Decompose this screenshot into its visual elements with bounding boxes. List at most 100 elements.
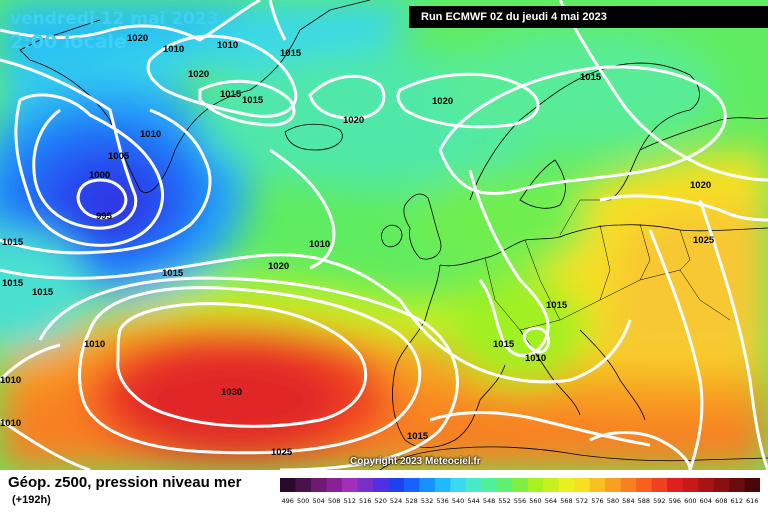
isobar-label: 1015 — [32, 287, 54, 298]
isobar-label: 1000 — [89, 170, 110, 181]
isobar-label: 1020 — [127, 33, 148, 44]
isobar-label: 1015 — [220, 89, 242, 100]
legend-tick-label: 528 — [405, 497, 417, 505]
legend-swatch — [605, 478, 621, 492]
legend-tick-label: 536 — [436, 497, 448, 505]
isobar-label: 1015 — [2, 278, 24, 289]
legend-tick-label: 588 — [638, 497, 650, 505]
isobar-label: 1010 — [0, 375, 21, 386]
isobar-label: 1015 — [280, 48, 302, 59]
legend-tick-label: 616 — [746, 497, 758, 505]
legend-swatch — [527, 478, 544, 492]
legend-tick-label: 600 — [684, 497, 696, 505]
isobar-label: 1015 — [580, 72, 602, 83]
coastlines — [19, 0, 768, 470]
legend-swatch — [744, 478, 760, 492]
legend-tick-label: 516 — [359, 497, 371, 505]
legend-tick-label: 580 — [607, 497, 619, 505]
legend-swatch — [310, 478, 327, 492]
isobar-label: 1010 — [525, 353, 546, 364]
legend-tick-label: 572 — [576, 497, 588, 505]
legend-tick-label: 540 — [452, 497, 464, 505]
legend-swatch — [496, 478, 513, 492]
legend-swatch — [372, 478, 389, 492]
legend-swatch — [651, 478, 668, 492]
legend-swatch — [481, 478, 498, 492]
isobar-labels: 1020 1010 1010 1015 1020 1015 1015 1010 … — [0, 33, 715, 458]
isobar-label: 1010 — [0, 418, 21, 429]
legend-tick-label: 560 — [529, 497, 541, 505]
legend-swatch — [620, 478, 637, 492]
legend-swatch — [403, 478, 420, 492]
isobar-label: 1015 — [407, 431, 429, 442]
legend-tick-label: 564 — [545, 497, 557, 505]
copyright-notice: Copyright 2023 Meteociel.fr — [350, 456, 481, 467]
isobar-label: 1015 — [2, 237, 24, 248]
pressure-map: 1020 1010 1010 1015 1020 1015 1015 1010 … — [0, 0, 768, 470]
legend-tick-label: 524 — [390, 497, 402, 505]
legend-swatch — [729, 478, 745, 492]
isobar-label: 1025 — [271, 447, 293, 458]
isobar-label: 1015 — [493, 339, 515, 350]
legend-swatch — [698, 478, 714, 492]
legend-tick-label: 504 — [312, 497, 324, 505]
isobar-label: 1015 — [546, 300, 568, 311]
isobar-label: 1010 — [163, 44, 184, 55]
legend-tick-label: 596 — [669, 497, 681, 505]
map-title: Géop. z500, pression niveau mer — [8, 474, 242, 491]
model-run-banner: Run ECMWF 0Z du jeudi 4 mai 2023 — [409, 6, 768, 28]
isobar-label: 1005 — [108, 151, 130, 162]
legend-tick-label: 544 — [467, 497, 479, 505]
legend-tick-label: 512 — [343, 497, 355, 505]
legend-tick-label: 592 — [653, 497, 665, 505]
isobar-label: 1010 — [309, 239, 330, 250]
isobar-label: 1015 — [242, 95, 264, 106]
forecast-local-time: 2:00 locale — [10, 31, 127, 53]
legend-swatch — [388, 478, 405, 492]
legend-tick-label: 552 — [498, 497, 510, 505]
legend-swatch — [713, 478, 730, 492]
isobar-label: 1025 — [693, 235, 715, 246]
legend-swatch — [636, 478, 652, 492]
legend-tick-label: 556 — [514, 497, 526, 505]
legend-swatch — [574, 478, 590, 492]
legend-swatch — [465, 478, 482, 492]
map-footer: Géop. z500, pression niveau mer (+192h) … — [0, 470, 768, 512]
geopotential-field — [0, 0, 768, 470]
legend-swatch — [280, 478, 296, 492]
isobar-label: 995 — [96, 211, 113, 222]
legend-swatch — [450, 478, 467, 492]
isobar-label: 1030 — [221, 387, 242, 398]
legend-swatch — [558, 478, 575, 492]
isobar-label: 1010 — [217, 40, 238, 51]
legend-swatch — [682, 478, 699, 492]
legend-tick-label: 584 — [622, 497, 634, 505]
legend-tick-label: 548 — [483, 497, 495, 505]
legend-tick-label: 612 — [731, 497, 743, 505]
legend-tick-label: 520 — [374, 497, 386, 505]
legend-swatch — [341, 478, 358, 492]
legend-swatch — [419, 478, 436, 492]
legend-swatch — [326, 478, 343, 492]
isobar-label: 1010 — [140, 129, 161, 140]
legend-swatch — [434, 478, 451, 492]
legend-tick-label: 576 — [591, 497, 603, 505]
legend-swatch — [295, 478, 312, 492]
legend-tick-label: 568 — [560, 497, 572, 505]
legend-tick-label: 604 — [700, 497, 712, 505]
isobar-label: 1015 — [162, 268, 184, 279]
isobar-label: 1020 — [690, 180, 711, 191]
isobar-label: 1010 — [84, 339, 105, 350]
forecast-date: vendredi 12 mai 2023 — [10, 9, 219, 29]
legend-swatch — [543, 478, 560, 492]
isobar-label: 1020 — [268, 261, 289, 272]
color-scale-legend: 496 500 504 508 512 516 520 524 528 532 536 540 544 5… — [280, 478, 760, 505]
isobar-label: 1020 — [188, 69, 209, 80]
legend-swatch — [589, 478, 606, 492]
legend-tick-label: 496 — [282, 497, 294, 505]
legend-tick-label: 508 — [328, 497, 340, 505]
isobars — [0, 0, 768, 470]
legend-tick-label: 500 — [297, 497, 309, 505]
legend-tick-label: 608 — [715, 497, 727, 505]
